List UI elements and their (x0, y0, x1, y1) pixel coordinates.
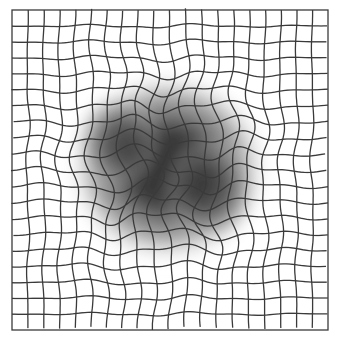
page: (() => { const g = document.getElementBy… (0, 0, 338, 341)
amsler-grid (0, 0, 338, 341)
dark-spot (63, 68, 273, 268)
